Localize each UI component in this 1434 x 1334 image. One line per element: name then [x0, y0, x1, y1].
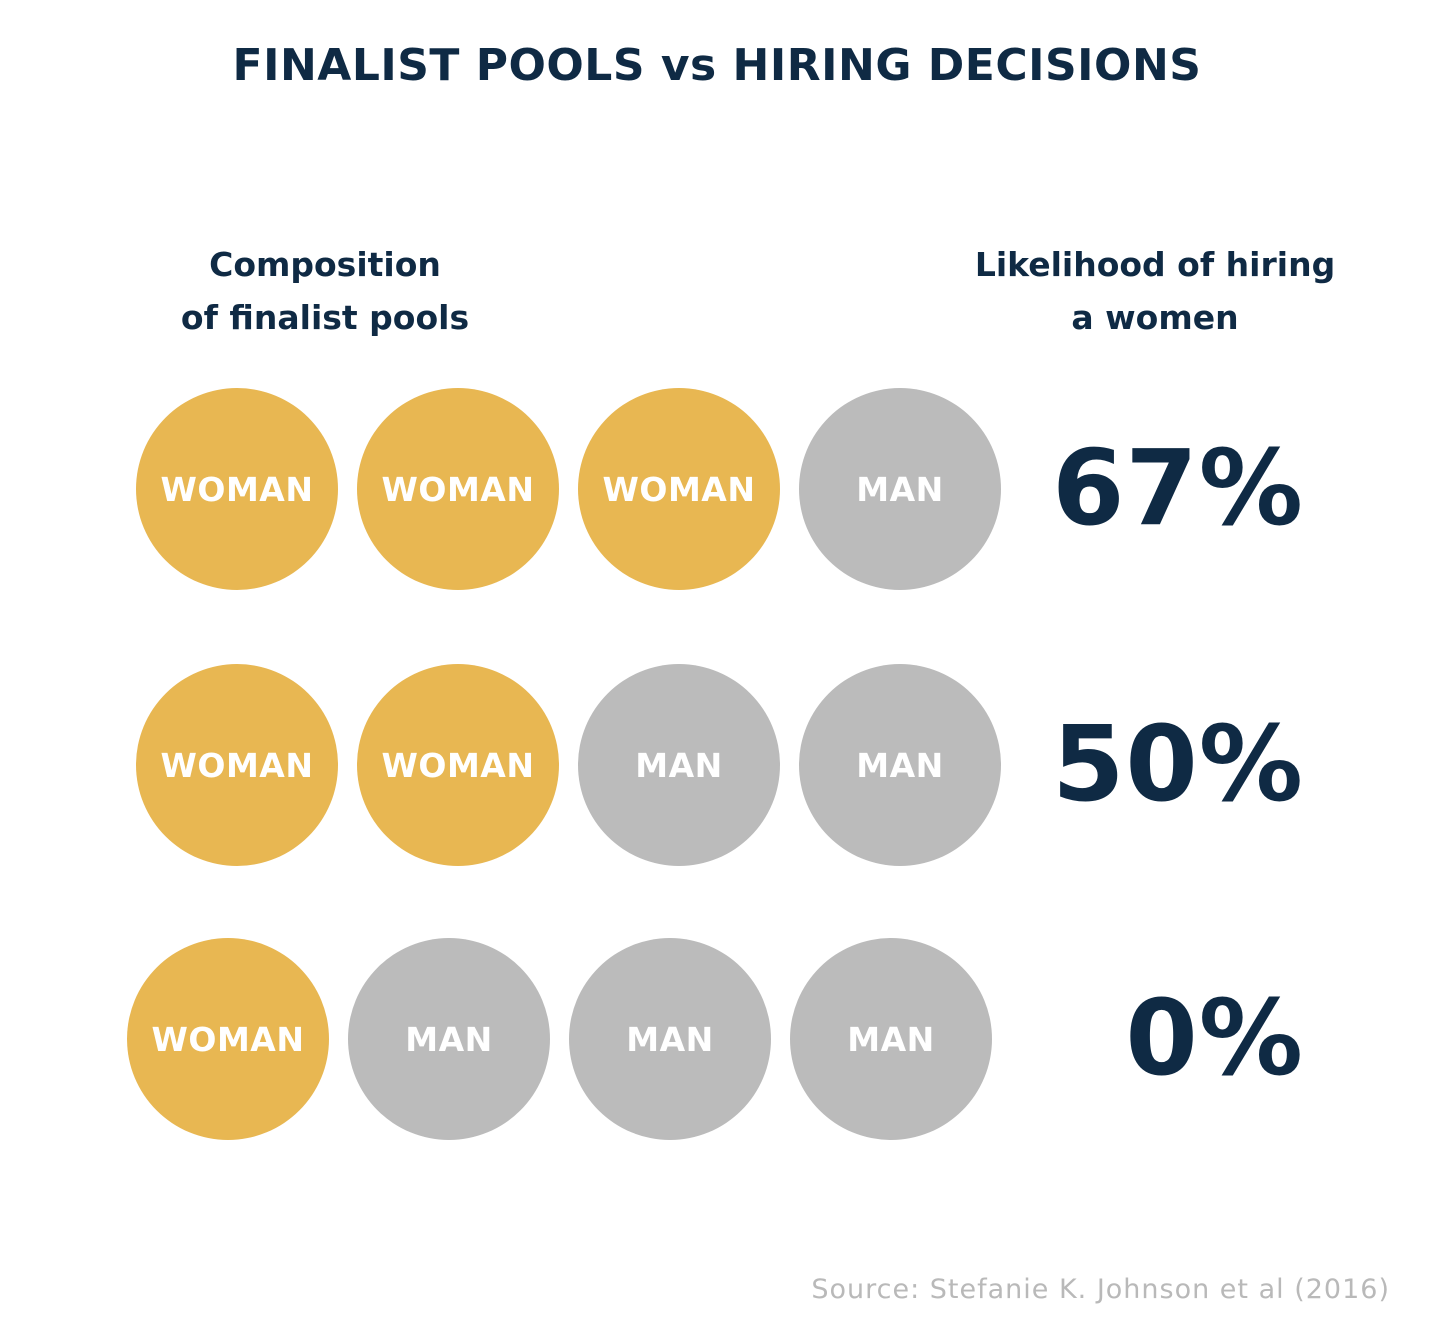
man-circle: MAN: [348, 938, 550, 1140]
man-circle: MAN: [799, 388, 1001, 590]
likelihood-value: 0%: [1125, 977, 1304, 1099]
woman-circle: WOMAN: [127, 938, 329, 1140]
hiring-likelihood-header: Likelihood of hiring a women: [950, 238, 1360, 344]
source-note: Source: Stefanie K. Johnson et al (2016): [811, 1274, 1390, 1305]
hiring-likelihood-header-line-2: a women: [1071, 298, 1239, 337]
woman-circle: WOMAN: [136, 388, 338, 590]
pool-composition-header-line-2: of finalist pools: [180, 298, 470, 337]
man-circle: MAN: [578, 664, 780, 866]
man-circle: MAN: [799, 664, 1001, 866]
pool-row-3: WOMAN MAN MAN MAN 0%: [0, 938, 1434, 1142]
man-circle: MAN: [569, 938, 771, 1140]
woman-circle: WOMAN: [136, 664, 338, 866]
woman-circle: WOMAN: [578, 388, 780, 590]
pool-row-2: WOMAN WOMAN MAN MAN 50%: [0, 664, 1434, 868]
woman-circle: WOMAN: [357, 388, 559, 590]
pool-row-1: WOMAN WOMAN WOMAN MAN 67%: [0, 388, 1434, 592]
man-circle: MAN: [790, 938, 992, 1140]
hiring-likelihood-header-line-1: Likelihood of hiring: [974, 245, 1336, 284]
pool-composition-header: Composition of finalist pools: [130, 238, 520, 344]
likelihood-value: 50%: [1052, 703, 1304, 825]
likelihood-value: 67%: [1052, 427, 1304, 549]
woman-circle: WOMAN: [357, 664, 559, 866]
chart-title: FINALIST POOLS vs HIRING DECISIONS: [232, 40, 1202, 91]
pool-composition-header-line-1: Composition: [209, 245, 441, 284]
